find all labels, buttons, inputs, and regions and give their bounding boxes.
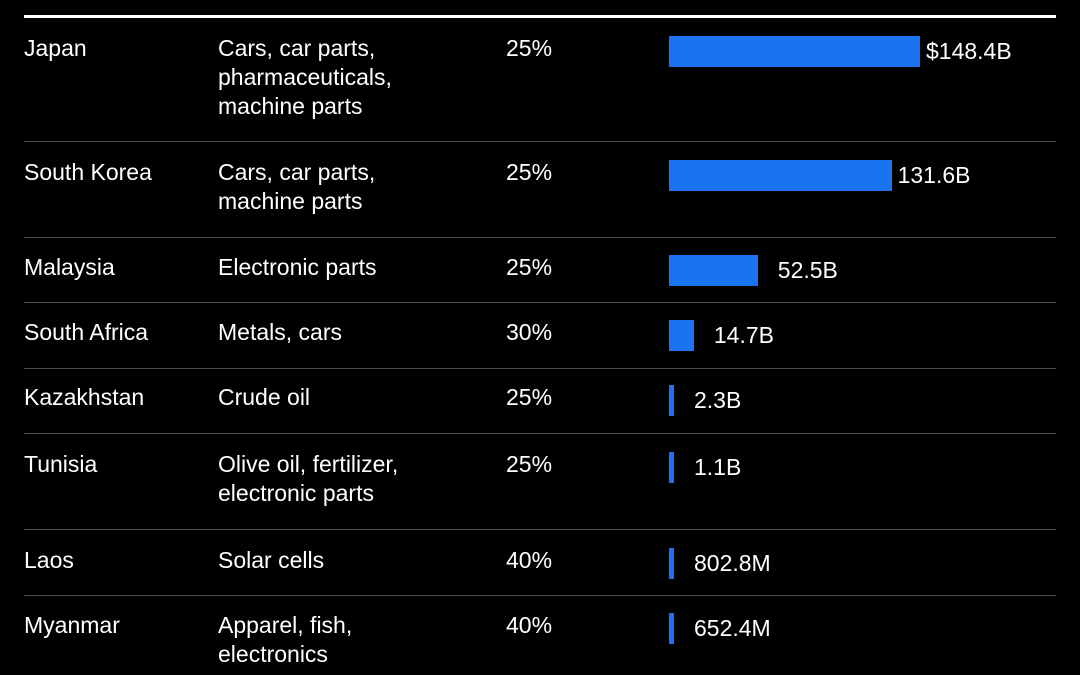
- country-cell: Laos: [24, 547, 74, 573]
- import-bar: [669, 452, 674, 483]
- import-value-label: 802.8M: [694, 550, 771, 576]
- import-bar: [669, 255, 758, 286]
- country-cell: Malaysia: [24, 254, 115, 280]
- import-value-label: 131.6B: [897, 162, 971, 188]
- import-bar: [669, 36, 920, 67]
- products-cell: Cars, car parts, pharmaceuticals, machin…: [218, 35, 392, 119]
- tariff-cell: 30%: [506, 319, 553, 345]
- tariff-cell: 25%: [506, 451, 553, 477]
- import-bar: [669, 548, 674, 579]
- country-cell: Kazakhstan: [24, 384, 145, 410]
- import-value-label: 14.7B: [713, 322, 774, 348]
- country-cell: Tunisia: [24, 451, 98, 477]
- row-divider: [24, 141, 1056, 142]
- country-cell: Myanmar: [24, 612, 120, 638]
- tariff-cell: 25%: [506, 254, 553, 280]
- tariff-cell: 25%: [506, 35, 553, 61]
- import-value-label: 52.5B: [777, 257, 838, 283]
- products-cell: Apparel, fish, electronics: [218, 612, 353, 667]
- import-bar: [669, 160, 892, 191]
- products-cell: Metals, cars: [218, 319, 342, 345]
- tariff-cell: 40%: [506, 612, 553, 638]
- products-cell: Olive oil, fertilizer, electronic parts: [218, 451, 399, 506]
- row-divider: [24, 302, 1056, 303]
- tariff-cell: 25%: [506, 384, 553, 410]
- country-cell: Japan: [24, 35, 87, 61]
- products-cell: Crude oil: [218, 384, 311, 410]
- row-divider: [24, 529, 1056, 530]
- row-divider: [24, 368, 1056, 369]
- import-bar: [669, 320, 694, 351]
- country-cell: South Africa: [24, 319, 149, 345]
- import-value-label: 1.1B: [694, 454, 742, 480]
- import-value-label: 652.4M: [694, 615, 771, 641]
- import-value-label: 2.3B: [694, 387, 742, 413]
- import-bar: [669, 613, 674, 644]
- import-value-label: $148.4B: [926, 38, 1012, 64]
- products-cell: Cars, car parts, machine parts: [218, 159, 376, 214]
- tariff-cell: 25%: [506, 159, 553, 185]
- row-divider: [24, 237, 1056, 238]
- import-bar: [669, 385, 674, 416]
- products-cell: Solar cells: [218, 547, 325, 573]
- products-cell: Electronic parts: [218, 254, 377, 280]
- row-divider: [24, 433, 1056, 434]
- tariff-cell: 40%: [506, 547, 553, 573]
- country-cell: South Korea: [24, 159, 152, 185]
- row-divider: [24, 595, 1056, 596]
- top-rule: [24, 15, 1056, 18]
